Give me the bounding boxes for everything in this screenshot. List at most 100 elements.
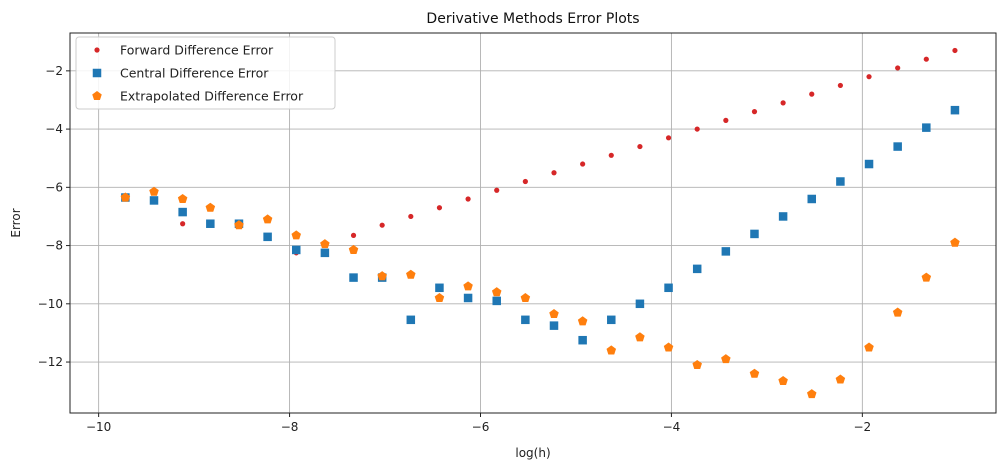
data-point-pentagon	[835, 374, 846, 384]
data-points	[120, 47, 960, 399]
y-tick-label: −6	[45, 180, 63, 194]
data-point-square	[635, 299, 645, 309]
data-point-square	[922, 123, 931, 132]
legend: Forward Difference Error Central Differen…	[75, 36, 336, 110]
data-point-square	[549, 321, 559, 330]
legend-label: Extrapolated Difference Error	[120, 89, 304, 104]
data-point-square	[607, 315, 616, 325]
data-point-pentagon	[864, 342, 874, 352]
data-point-square	[206, 219, 215, 228]
x-tick-label: −4	[663, 420, 681, 434]
legend-box	[75, 36, 336, 110]
data-point-circle	[436, 205, 443, 211]
data-point-square	[664, 283, 673, 293]
y-tick-label: −10	[38, 297, 63, 311]
data-point-pentagon	[520, 292, 531, 303]
data-point-pentagon	[749, 368, 760, 378]
y-tick-label: −8	[45, 239, 63, 253]
data-point-pentagon	[606, 345, 617, 355]
data-point-circle	[780, 100, 786, 106]
data-point-pentagon	[291, 230, 301, 240]
data-point-pentagon	[234, 220, 244, 230]
data-point-circle	[694, 126, 700, 132]
y-axis-label: Error	[9, 208, 23, 237]
data-point-square	[778, 212, 788, 221]
data-point-square	[692, 264, 702, 274]
data-point-pentagon	[262, 214, 273, 224]
x-axis-label: log(h)	[515, 446, 550, 460]
data-point-square	[492, 296, 501, 306]
data-point-pentagon	[635, 332, 645, 342]
data-point-square	[349, 273, 358, 282]
x-tick-label: −10	[86, 420, 111, 434]
data-point-pentagon	[807, 389, 817, 399]
y-tick-label: −2	[45, 64, 63, 78]
data-point-square	[463, 293, 473, 303]
data-point-square	[578, 335, 587, 345]
data-point-pentagon	[892, 307, 903, 317]
data-point-square	[406, 315, 416, 325]
x-tick-label: −6	[472, 420, 490, 434]
data-point-square	[864, 159, 874, 169]
legend-marker-pentagon	[92, 91, 102, 101]
legend-marker-square	[92, 68, 102, 78]
data-point-pentagon	[434, 292, 445, 303]
data-point-circle	[580, 161, 586, 167]
data-point-circle	[837, 82, 843, 89]
data-point-circle	[408, 213, 414, 220]
series-square	[121, 105, 960, 345]
legend-label: Forward Difference Error	[120, 43, 274, 58]
data-point-square	[721, 247, 731, 256]
data-point-circle	[465, 196, 471, 202]
legend-items: Forward Difference Error Central Differen…	[92, 43, 304, 104]
data-point-square	[893, 142, 902, 151]
data-point-pentagon	[120, 192, 131, 202]
data-point-square	[178, 207, 187, 217]
data-point-pentagon	[577, 316, 588, 326]
data-point-pentagon	[463, 281, 473, 291]
data-point-pentagon	[406, 269, 416, 279]
data-point-pentagon	[149, 186, 159, 196]
x-tick-label: −8	[281, 420, 299, 434]
data-point-pentagon	[320, 239, 330, 249]
data-point-pentagon	[377, 271, 387, 281]
x-tick-label: −2	[853, 420, 871, 434]
data-point-circle	[751, 109, 758, 115]
data-point-pentagon	[177, 193, 188, 204]
data-point-circle	[494, 187, 500, 193]
data-point-circle	[637, 143, 643, 150]
data-point-circle	[180, 221, 186, 227]
data-point-circle	[350, 232, 357, 238]
series-pentagon	[120, 186, 960, 399]
data-point-circle	[522, 178, 528, 185]
x-axis-ticks: −10 −8 −6 −4 −2	[86, 413, 871, 434]
data-point-circle	[923, 56, 929, 62]
data-point-square	[836, 177, 845, 186]
legend-label: Central Difference Error	[120, 66, 269, 81]
y-tick-label: −12	[38, 355, 63, 369]
y-tick-label: −4	[45, 122, 63, 136]
chart-title: Derivative Methods Error Plots	[426, 11, 639, 27]
y-axis-ticks: −12 −10 −8 −6 −4 −2	[38, 64, 70, 369]
data-point-pentagon	[205, 202, 216, 212]
data-point-circle	[952, 47, 958, 54]
data-point-circle	[608, 152, 614, 158]
data-point-square	[263, 232, 272, 242]
data-point-pentagon	[778, 375, 788, 386]
data-point-pentagon	[663, 342, 674, 352]
data-point-pentagon	[491, 287, 502, 297]
data-point-square	[521, 315, 530, 325]
data-point-circle	[723, 117, 729, 123]
data-point-pentagon	[348, 244, 359, 254]
data-point-square	[807, 194, 817, 204]
data-point-circle	[895, 65, 901, 71]
data-point-circle	[665, 135, 672, 141]
data-point-pentagon	[692, 359, 702, 369]
data-point-square	[750, 229, 759, 239]
data-point-square	[320, 248, 330, 258]
data-point-circle	[551, 170, 557, 176]
legend-marker-circle	[94, 47, 100, 53]
data-point-circle	[866, 74, 872, 80]
data-point-pentagon	[721, 354, 731, 364]
